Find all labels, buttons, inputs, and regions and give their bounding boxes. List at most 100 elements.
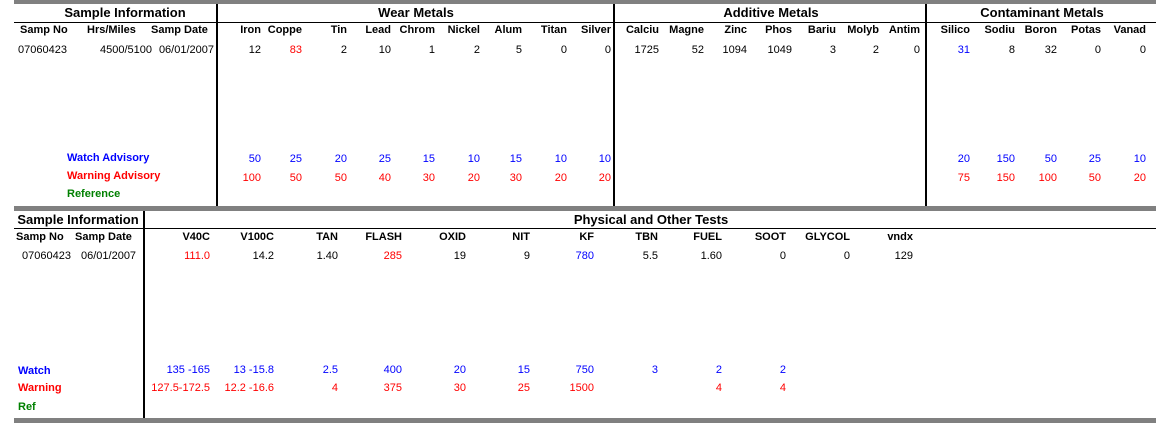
test-warning-4: 30 (453, 382, 466, 394)
contam-warning-1: 150 (996, 172, 1015, 184)
additive-value-1: 52 (691, 44, 704, 56)
test-header-3: FLASH (365, 231, 402, 243)
contam-value-0: 31 (957, 44, 970, 56)
wear-header-6: Alum (494, 24, 523, 36)
header-samp-no: Samp No (20, 24, 68, 36)
additive-header-3: Phos (765, 24, 792, 36)
wear-value-0: 12 (248, 44, 261, 56)
test-value-11: 129 (894, 250, 913, 262)
header-samp-date: Samp Date (151, 24, 208, 36)
section-additive-metals: Additive Metals (723, 5, 819, 20)
test-value-8: 1.60 (700, 250, 722, 262)
test-header-7: TBN (635, 231, 658, 243)
reference-label: Reference (67, 188, 121, 200)
contam-header-1: Sodiu (984, 24, 1015, 36)
top-divider-3 (925, 4, 927, 206)
top-header-divider (14, 22, 1156, 23)
section-contaminant-metals: Contaminant Metals (980, 5, 1104, 20)
contam-value-3: 0 (1094, 44, 1101, 56)
wear-watch-1: 25 (289, 153, 302, 165)
additive-value-5: 2 (872, 44, 879, 56)
wear-value-2: 2 (340, 44, 347, 56)
additive-value-3: 1049 (767, 44, 792, 56)
test-value-3: 285 (383, 250, 402, 262)
test-watch-2: 2.5 (322, 364, 338, 376)
test-header-4: OXID (439, 231, 466, 243)
warning-advisory-label: Warning Advisory (67, 170, 161, 182)
test-watch-3: 400 (383, 364, 402, 376)
wear-value-5: 2 (473, 44, 480, 56)
test-watch-0: 135 -165 (166, 364, 210, 376)
test-warning-6: 1500 (569, 382, 594, 394)
test-warning-2: 4 (331, 382, 338, 394)
wear-watch-3: 25 (378, 153, 391, 165)
additive-header-4: Bariu (807, 24, 836, 36)
wear-header-1: Coppe (267, 24, 302, 36)
contam-header-0: Silico (940, 24, 970, 36)
additive-header-5: Molyb (847, 24, 879, 36)
value-samp-no-2: 07060423 (22, 250, 71, 262)
section-wear-metals: Wear Metals (378, 5, 454, 20)
wear-watch-8: 10 (598, 153, 611, 165)
wear-warning-5: 20 (467, 172, 480, 184)
test-header-10: GLYCOL (805, 231, 850, 243)
wear-watch-6: 15 (509, 153, 522, 165)
top-divider-2 (613, 4, 615, 206)
bottom-border-bar (14, 418, 1156, 423)
section-sample-information: Sample Information (64, 5, 186, 20)
test-warning-1: 12.2 -16.6 (224, 382, 274, 394)
ref-label: Ref (18, 401, 36, 413)
additive-header-6: Antim (888, 24, 920, 36)
watch-label: Watch (18, 365, 51, 377)
wear-value-1: 83 (289, 44, 302, 56)
test-value-4: 19 (453, 250, 466, 262)
contam-warning-4: 20 (1133, 172, 1146, 184)
test-header-9: SOOT (754, 231, 786, 243)
additive-value-6: 0 (913, 44, 920, 56)
test-value-2: 1.40 (316, 250, 338, 262)
test-warning-7: 4 (715, 382, 722, 394)
test-watch-4: 20 (453, 364, 466, 376)
contam-header-3: Potas (1071, 24, 1101, 36)
contam-watch-3: 25 (1088, 153, 1101, 165)
test-watch-8: 2 (715, 364, 722, 376)
additive-header-2: Zinc (724, 24, 747, 36)
wear-header-7: Titan (540, 24, 567, 36)
wear-watch-5: 10 (467, 153, 480, 165)
warning-label: Warning (18, 382, 62, 394)
value-hrs-miles: 4500/5100 (100, 44, 152, 56)
wear-value-8: 0 (604, 44, 611, 56)
wear-header-4: Chrom (399, 24, 435, 36)
contam-value-4: 0 (1139, 44, 1146, 56)
additive-header-0: Calciu (625, 24, 659, 36)
test-header-2: TAN (316, 231, 338, 243)
additive-value-2: 1094 (722, 44, 747, 56)
header-samp-no-2: Samp No (16, 231, 64, 243)
contam-watch-2: 50 (1044, 153, 1057, 165)
wear-warning-4: 30 (422, 172, 435, 184)
test-value-10: 0 (843, 250, 850, 262)
wear-warning-0: 100 (242, 172, 261, 184)
wear-value-7: 0 (560, 44, 567, 56)
middle-border-bar (14, 206, 1156, 211)
contam-warning-2: 100 (1038, 172, 1057, 184)
test-watch-5: 15 (517, 364, 530, 376)
wear-warning-1: 50 (289, 172, 302, 184)
test-header-0: V40C (182, 231, 210, 243)
test-watch-6: 750 (575, 364, 594, 376)
wear-value-4: 1 (428, 44, 435, 56)
wear-watch-2: 20 (334, 153, 347, 165)
watch-advisory-label: Watch Advisory (67, 152, 150, 164)
wear-header-8: Silver (581, 24, 611, 36)
bottom-divider-1 (143, 211, 145, 418)
top-divider-1 (216, 4, 218, 206)
additive-value-4: 3 (829, 44, 836, 56)
test-header-5: NIT (512, 231, 530, 243)
test-value-7: 5.5 (642, 250, 658, 262)
wear-warning-8: 20 (598, 172, 611, 184)
contam-value-2: 32 (1044, 44, 1057, 56)
test-warning-5: 25 (517, 382, 530, 394)
value-samp-date-2: 06/01/2007 (81, 250, 137, 262)
test-warning-8: 4 (779, 382, 786, 394)
top-border-bar (14, 0, 1156, 4)
